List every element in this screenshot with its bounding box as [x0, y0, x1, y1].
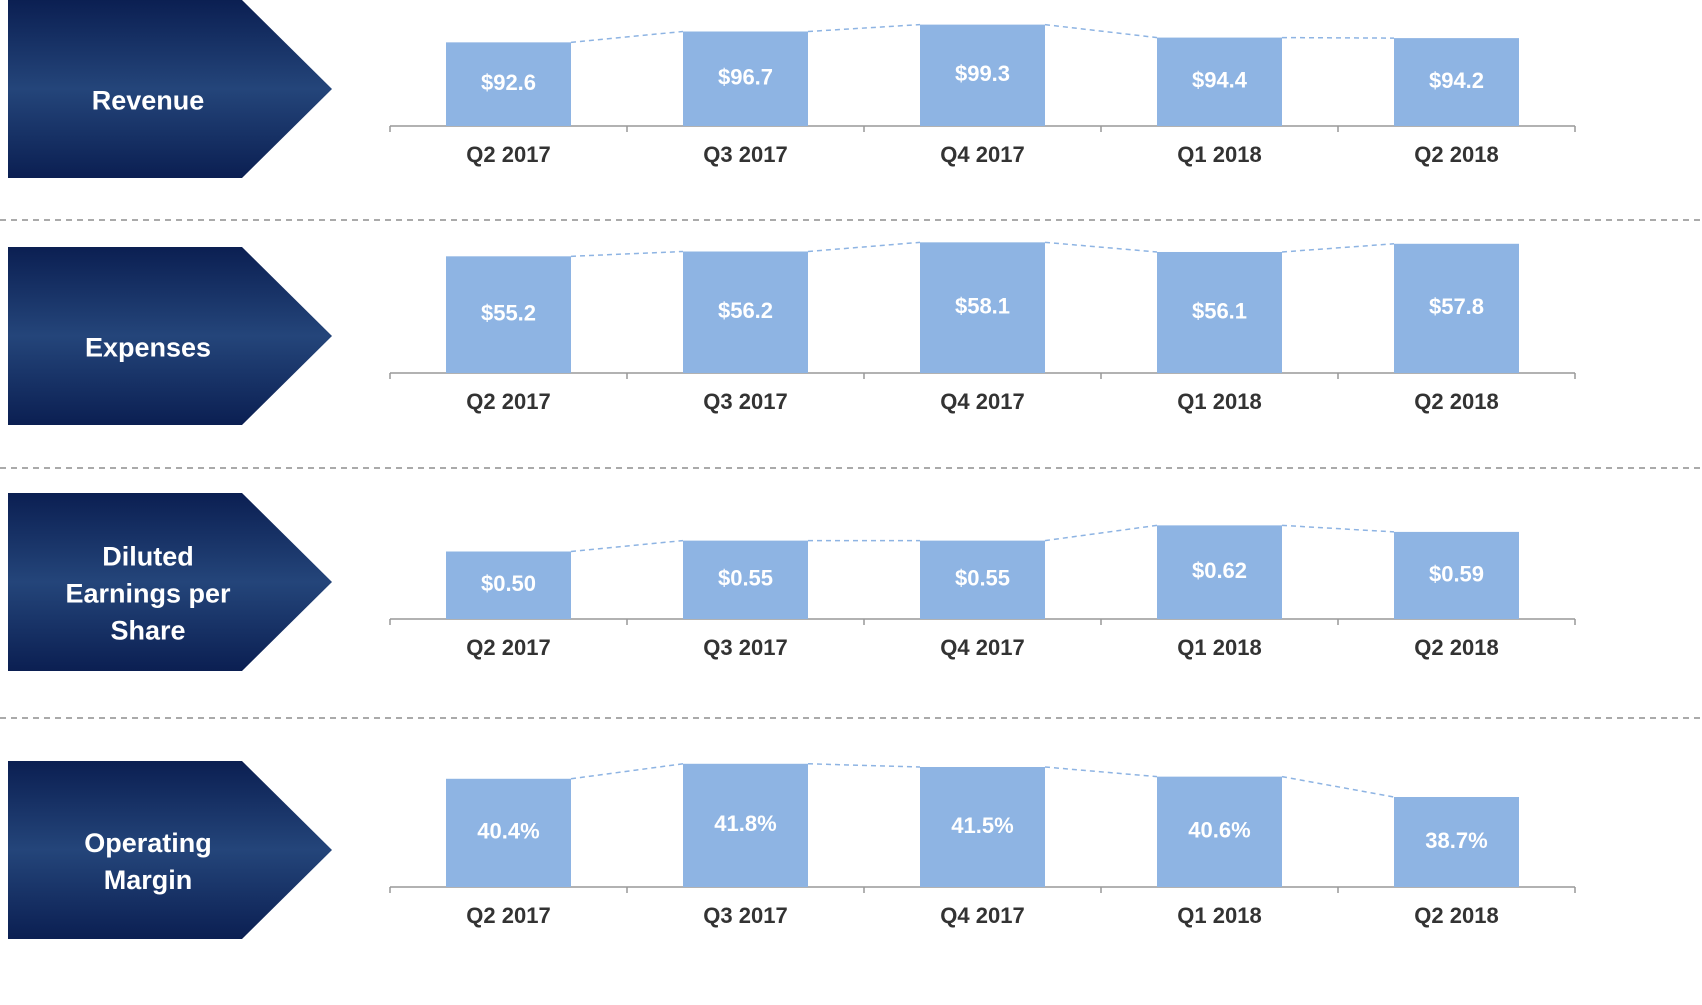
- value-label: $0.50: [481, 571, 536, 596]
- arrow-label-bg: [8, 0, 332, 178]
- arrow-label-bg: [8, 247, 332, 425]
- arrow-label-bg: [8, 493, 332, 671]
- bar: [446, 551, 571, 619]
- x-tick-label: Q3 2017: [703, 142, 787, 167]
- panel-title: Expenses: [84, 332, 212, 363]
- bar: [1394, 38, 1519, 126]
- connector: [570, 250, 684, 258]
- x-tick-label: Q3 2017: [703, 389, 787, 414]
- value-label: $99.3: [955, 61, 1010, 86]
- connector: [1281, 243, 1395, 253]
- value-label: $57.8: [1429, 294, 1484, 319]
- value-label: $56.2: [718, 298, 773, 323]
- bar: [1394, 243, 1519, 373]
- bar: [446, 778, 571, 887]
- value-label: $0.59: [1429, 561, 1484, 586]
- connector: [807, 763, 921, 768]
- bar: [1394, 531, 1519, 619]
- x-tick-label: Q2 2018: [1414, 903, 1498, 928]
- value-label: 41.5%: [951, 813, 1013, 838]
- x-tick-label: Q2 2018: [1414, 635, 1498, 660]
- arrow-label-bg: [8, 761, 332, 939]
- x-tick-label: Q2 2018: [1414, 389, 1498, 414]
- x-tick-label: Q2 2018: [1414, 142, 1498, 167]
- bar: [1157, 251, 1282, 373]
- value-label: $0.55: [718, 566, 773, 591]
- value-label: $55.2: [481, 300, 536, 325]
- value-label: 40.6%: [1188, 818, 1250, 843]
- bar: [1394, 797, 1519, 887]
- connector: [570, 539, 684, 553]
- value-label: $92.6: [481, 70, 536, 95]
- bar: [920, 242, 1045, 373]
- connector: [570, 763, 684, 780]
- bar: [1157, 776, 1282, 887]
- x-tick-label: Q4 2017: [940, 142, 1024, 167]
- connector: [1044, 524, 1158, 542]
- x-tick-label: Q2 2017: [466, 635, 550, 660]
- x-tick-label: Q1 2018: [1177, 389, 1261, 414]
- value-label: $0.55: [955, 566, 1010, 591]
- bar: [446, 256, 571, 373]
- connector: [1044, 766, 1158, 778]
- x-tick-label: Q3 2017: [703, 903, 787, 928]
- bar: [683, 31, 808, 126]
- connector: [570, 30, 684, 44]
- value-label: $94.4: [1192, 68, 1248, 93]
- x-tick-label: Q4 2017: [940, 903, 1024, 928]
- x-tick-label: Q1 2018: [1177, 635, 1261, 660]
- value-label: $58.1: [955, 293, 1010, 318]
- connector: [1281, 775, 1395, 798]
- bar: [920, 767, 1045, 887]
- value-label: $0.62: [1192, 558, 1247, 583]
- connector: [1044, 241, 1158, 253]
- value-label: $56.1: [1192, 298, 1247, 323]
- connector: [1281, 524, 1395, 533]
- value-label: 40.4%: [477, 819, 539, 844]
- x-tick-label: Q2 2017: [466, 389, 550, 414]
- bar: [1157, 37, 1282, 126]
- x-tick-label: Q3 2017: [703, 635, 787, 660]
- x-tick-label: Q4 2017: [940, 635, 1024, 660]
- bar: [920, 24, 1045, 127]
- x-tick-label: Q1 2018: [1177, 903, 1261, 928]
- x-tick-label: Q1 2018: [1177, 142, 1261, 167]
- value-label: $94.2: [1429, 68, 1484, 93]
- panel-title: Revenue: [91, 85, 205, 116]
- connector: [807, 241, 921, 253]
- bar: [920, 540, 1045, 619]
- bar: [683, 763, 808, 887]
- x-tick-label: Q2 2017: [466, 903, 550, 928]
- value-label: 41.8%: [714, 811, 776, 836]
- connector: [807, 23, 921, 33]
- panel-title: Diluted Earnings per Share: [65, 541, 231, 646]
- connector: [1281, 36, 1395, 39]
- x-tick-label: Q4 2017: [940, 389, 1024, 414]
- panel-title: Operating Margin: [84, 828, 212, 895]
- connector: [1044, 23, 1158, 39]
- bar: [446, 42, 571, 127]
- bar: [683, 540, 808, 619]
- bar: [683, 251, 808, 373]
- value-label: 38.7%: [1425, 828, 1487, 853]
- value-label: $96.7: [718, 65, 773, 90]
- x-tick-label: Q2 2017: [466, 142, 550, 167]
- bar: [1157, 525, 1282, 619]
